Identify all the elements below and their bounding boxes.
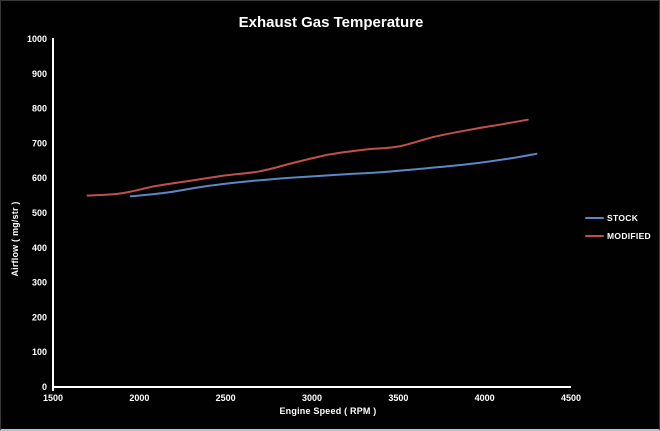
y-tick-label: 800 [32,104,47,114]
legend-swatch [585,217,605,219]
series-lines [86,118,538,198]
chart-legend: STOCK MODIFIED [585,213,651,241]
legend-item-modified: MODIFIED [585,231,651,241]
x-tick-label: 3000 [302,393,322,403]
x-tick-label: 4000 [475,393,495,403]
x-tick-label: 4500 [561,393,581,403]
x-tick-labels: 1500 2000 2500 3000 3500 4000 4500 [43,393,581,403]
y-tick-label: 100 [32,347,47,357]
legend-label: MODIFIED [607,231,651,241]
y-axis-title: Airflow ( mg/str ) [10,201,20,276]
legend-swatch [585,235,605,237]
series-line-modified [86,118,529,197]
x-tick-label: 1500 [43,393,63,403]
y-tick-label: 500 [32,208,47,218]
y-tick-label: 300 [32,278,47,288]
x-tick-label: 2500 [216,393,236,403]
x-tick-label: 3500 [388,393,408,403]
y-tick-label: 400 [32,243,47,253]
legend-label: STOCK [607,213,639,223]
y-tick-label: 900 [32,69,47,79]
y-tick-labels: 0 100 200 300 400 500 600 700 800 900 1000 [27,34,47,392]
series-line-stock [129,152,538,198]
y-tick-label: 200 [32,312,47,322]
chart-title: Exhaust Gas Temperature [239,14,424,31]
x-tick-label: 2000 [129,393,149,403]
y-tick-label: 1000 [27,34,47,44]
y-tick-label: 700 [32,138,47,148]
y-tick-label: 0 [42,382,47,392]
legend-item-stock: STOCK [585,213,651,223]
y-tick-label: 600 [32,173,47,183]
x-axis-title: Engine Speed ( RPM ) [279,406,376,416]
